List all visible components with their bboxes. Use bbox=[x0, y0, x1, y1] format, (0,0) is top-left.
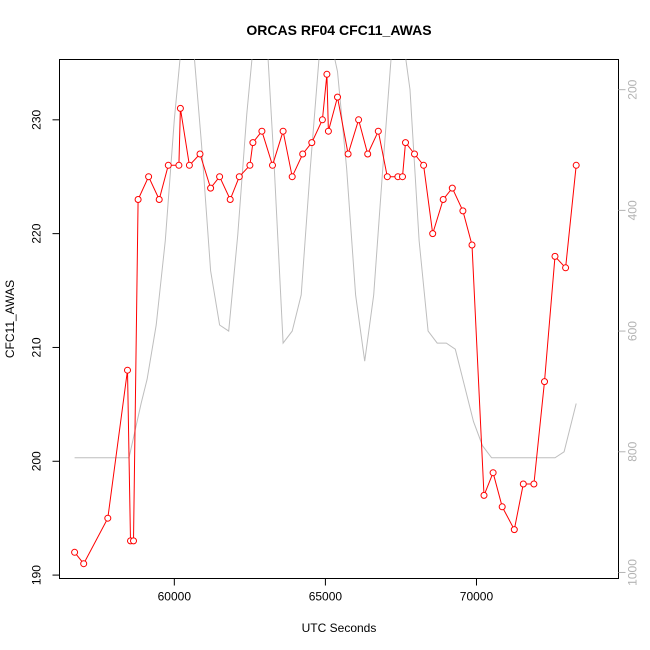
right-axis: 200 400 600 800 1000 bbox=[618, 79, 640, 586]
data-point bbox=[374, 127, 382, 135]
data-point bbox=[530, 480, 538, 488]
data-point bbox=[134, 196, 142, 203]
data-point bbox=[235, 173, 243, 181]
series-line bbox=[74, 74, 577, 565]
x-tick-label: 70000 bbox=[460, 590, 494, 604]
data-point bbox=[344, 150, 352, 158]
data-point bbox=[324, 127, 332, 135]
x-axis: 60000 65000 70000 bbox=[158, 578, 494, 604]
data-point bbox=[468, 241, 476, 249]
right-tick-label: 200 bbox=[626, 79, 640, 99]
right-tick-label: 600 bbox=[626, 321, 640, 341]
data-point bbox=[258, 127, 266, 135]
secondary-series-line bbox=[74, 59, 577, 459]
data-point bbox=[226, 196, 234, 203]
data-point bbox=[510, 526, 518, 534]
data-point bbox=[572, 161, 580, 169]
data-point bbox=[480, 491, 488, 499]
y-tick-label: 220 bbox=[30, 223, 44, 243]
data-point bbox=[334, 93, 341, 101]
data-point bbox=[439, 196, 447, 203]
data-point bbox=[420, 161, 428, 169]
secondary-series-layer bbox=[74, 59, 577, 459]
data-point bbox=[318, 116, 326, 124]
data-point bbox=[448, 184, 456, 192]
y-tick-label: 190 bbox=[30, 565, 44, 585]
data-point bbox=[429, 230, 437, 238]
right-tick-label: 400 bbox=[626, 200, 640, 220]
data-point bbox=[551, 252, 559, 260]
data-point bbox=[124, 366, 131, 374]
data-point bbox=[519, 480, 527, 488]
data-point bbox=[541, 378, 548, 386]
plot-frame bbox=[59, 59, 619, 579]
data-point bbox=[164, 161, 172, 169]
data-point bbox=[207, 184, 215, 192]
data-point bbox=[308, 139, 316, 147]
right-tick-label: 800 bbox=[626, 441, 640, 461]
data-point bbox=[196, 150, 204, 158]
data-point bbox=[246, 161, 254, 169]
x-tick-label: 60000 bbox=[158, 590, 192, 604]
data-point bbox=[489, 469, 497, 477]
data-point bbox=[411, 150, 418, 158]
data-point bbox=[364, 150, 372, 158]
right-tick-label: 1000 bbox=[626, 559, 640, 586]
data-point bbox=[269, 161, 276, 169]
data-point bbox=[279, 127, 287, 135]
data-point bbox=[104, 514, 112, 522]
data-point bbox=[176, 104, 184, 112]
data-point bbox=[323, 70, 331, 78]
data-point bbox=[459, 207, 467, 215]
data-point bbox=[299, 150, 307, 158]
data-point bbox=[355, 116, 363, 124]
series-layer bbox=[71, 70, 580, 568]
y-axis-label: CFC11_AWAS bbox=[3, 280, 17, 358]
data-point bbox=[80, 560, 88, 568]
data-point bbox=[71, 548, 79, 556]
data-point bbox=[562, 264, 570, 272]
data-point bbox=[130, 537, 137, 545]
x-axis-label: UTC Seconds bbox=[302, 621, 377, 635]
data-point bbox=[175, 161, 183, 169]
y-tick-label: 230 bbox=[30, 109, 44, 129]
data-point bbox=[249, 139, 257, 147]
data-point bbox=[498, 503, 506, 511]
y-tick-label: 210 bbox=[30, 337, 44, 357]
data-point bbox=[185, 161, 193, 169]
data-point bbox=[288, 173, 296, 181]
data-point bbox=[216, 173, 224, 181]
x-tick-label: 65000 bbox=[309, 590, 343, 604]
data-point bbox=[402, 139, 409, 147]
y-axis: 190 200 210 220 230 bbox=[30, 109, 60, 585]
data-point bbox=[383, 173, 391, 181]
y-tick-label: 200 bbox=[30, 451, 44, 471]
data-point bbox=[155, 196, 163, 203]
data-point bbox=[145, 173, 153, 181]
data-point bbox=[399, 173, 406, 181]
chart-title: ORCAS RF04 CFC11_AWAS bbox=[246, 22, 431, 38]
